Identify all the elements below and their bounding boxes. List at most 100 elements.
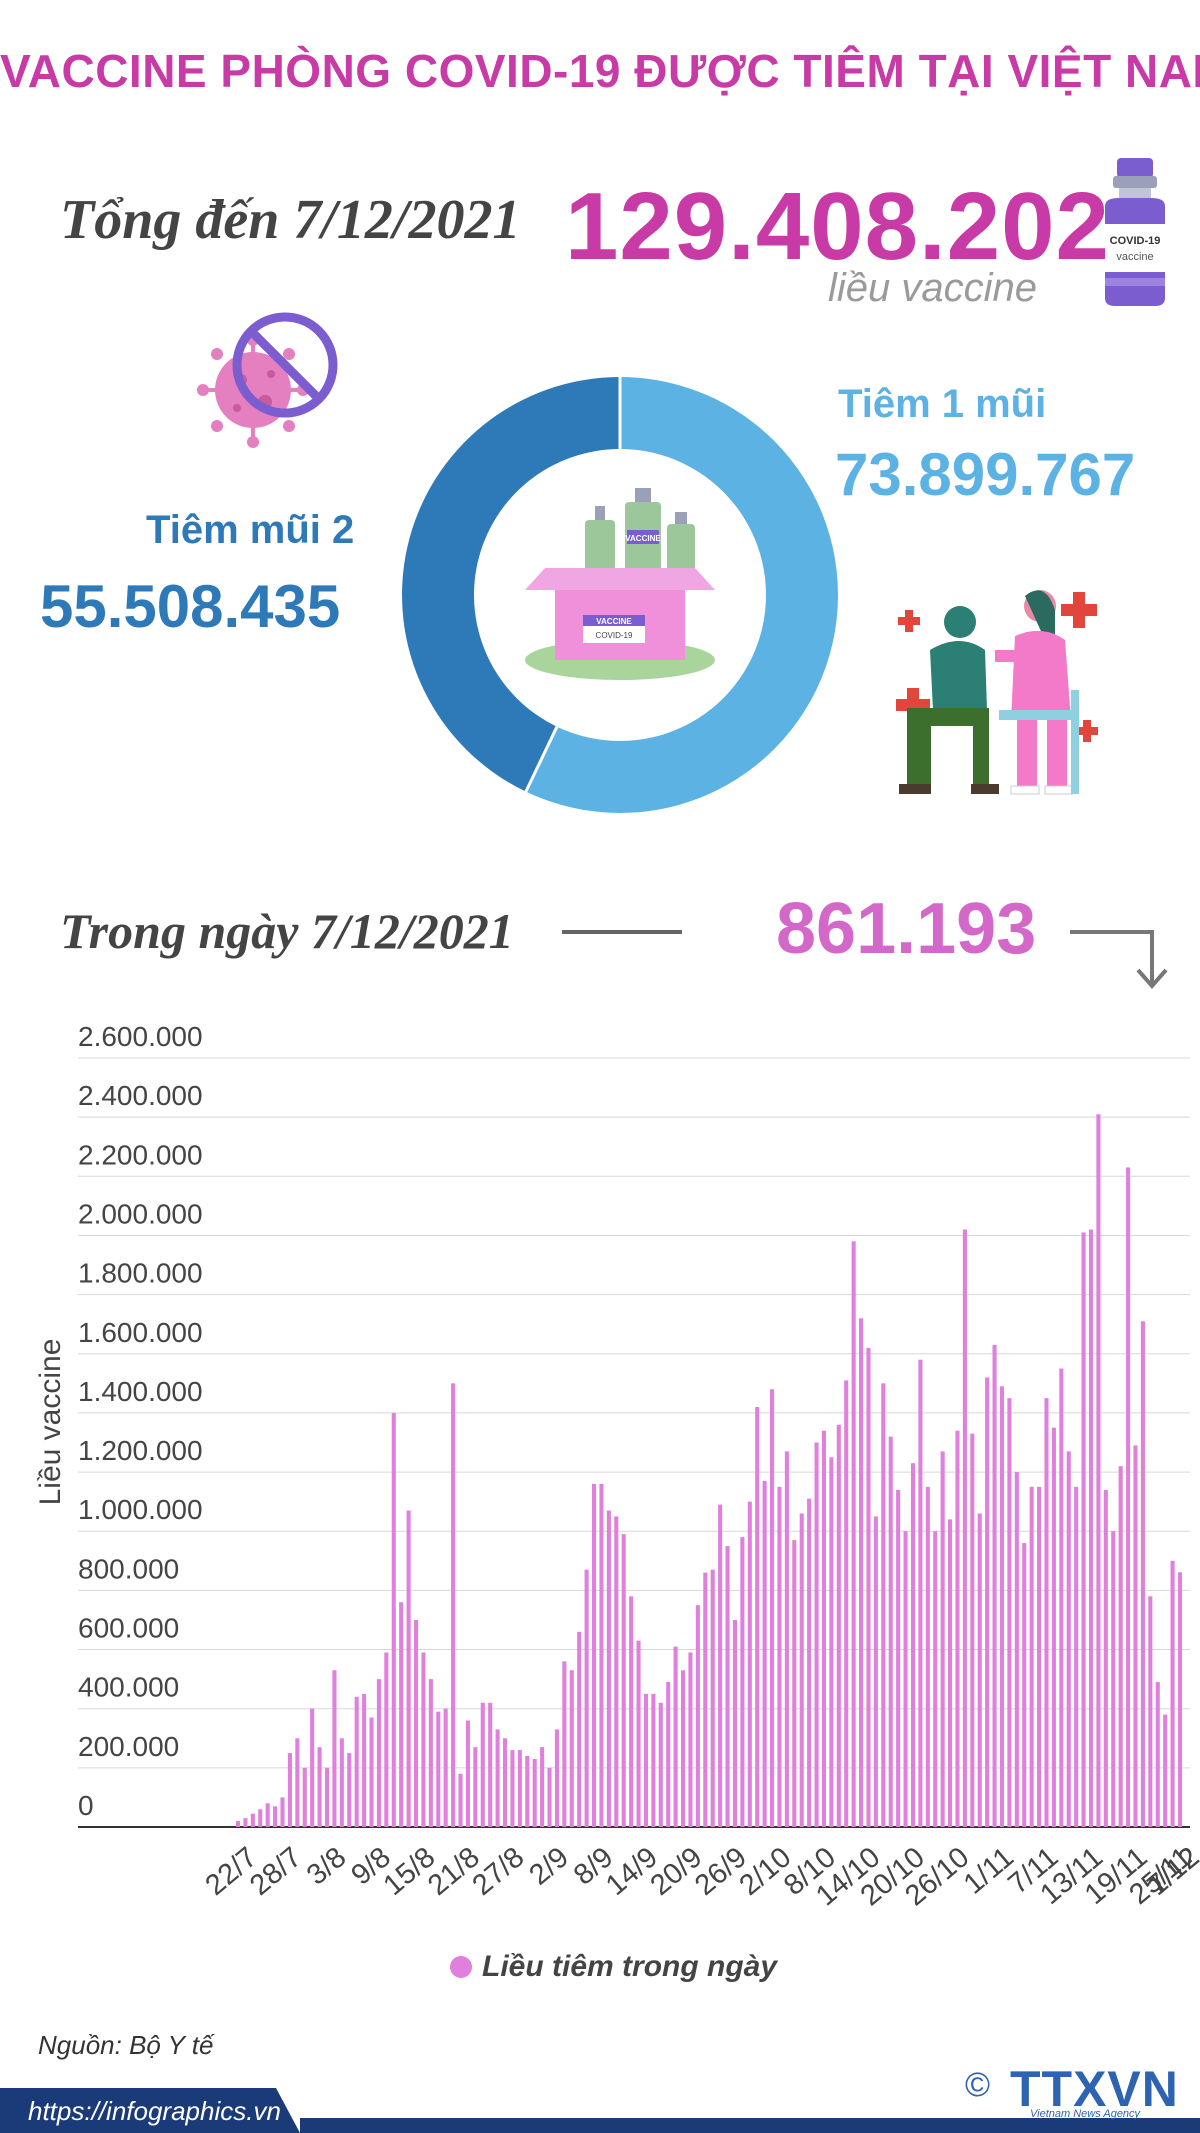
bar [859, 1318, 864, 1827]
bar [287, 1753, 292, 1827]
bar [695, 1605, 700, 1827]
y-tick-label: 0 [78, 1790, 94, 1821]
bar [962, 1229, 967, 1827]
bar [1103, 1489, 1108, 1827]
bar [1051, 1427, 1056, 1827]
vial-text: vaccine [1116, 251, 1153, 263]
bar [1096, 1114, 1101, 1827]
bar [1029, 1486, 1034, 1827]
bar [406, 1510, 411, 1827]
bar [770, 1389, 775, 1827]
bar [1140, 1321, 1145, 1827]
bar [933, 1531, 938, 1827]
y-tick-label: 600.000 [78, 1613, 179, 1644]
bar [480, 1702, 485, 1827]
vial-brand: COVID-19 [1110, 235, 1161, 247]
bar [577, 1631, 582, 1827]
bar [829, 1457, 834, 1827]
bar [532, 1758, 537, 1827]
bar [1081, 1232, 1086, 1827]
bar [317, 1747, 322, 1827]
bar [881, 1383, 886, 1827]
bar [250, 1813, 255, 1827]
bar [873, 1516, 878, 1827]
bar [235, 1821, 241, 1827]
footer-stripe [300, 2118, 1200, 2133]
bar [955, 1430, 960, 1827]
bar [784, 1451, 789, 1827]
bar [1111, 1531, 1116, 1827]
total-value: 129.408.202 [565, 173, 1110, 280]
bar [703, 1572, 708, 1827]
bar [666, 1682, 671, 1827]
bar [413, 1619, 419, 1827]
bar [324, 1767, 330, 1827]
bar [399, 1602, 404, 1827]
bar [451, 1383, 456, 1827]
x-tick-label: 27/8 [467, 1841, 531, 1902]
y-tick-label: 1.200.000 [78, 1435, 203, 1466]
y-tick-label: 2.200.000 [78, 1139, 203, 1170]
bar [1014, 1472, 1019, 1827]
bar [562, 1661, 567, 1827]
bar [369, 1717, 374, 1827]
bar [866, 1347, 871, 1827]
bar [495, 1729, 500, 1827]
bar [443, 1708, 448, 1827]
total-label: Tổng đến 7/12/2021 [60, 189, 521, 251]
bar [488, 1702, 493, 1827]
bar [1155, 1682, 1160, 1827]
bar [280, 1797, 285, 1827]
bar [1177, 1572, 1183, 1827]
bar [651, 1693, 656, 1827]
ttxvn-logo-subtitle: Vietnam News Agency [1030, 2108, 1141, 2120]
bar [1007, 1398, 1012, 1827]
y-axis-label: Liều vaccine [34, 1339, 67, 1506]
y-tick-label: 1.000.000 [78, 1494, 203, 1525]
box-label-2: COVID-19 [596, 631, 633, 640]
bar [762, 1480, 767, 1827]
bar [1170, 1560, 1175, 1827]
vaccine-box-illustration: VACCINE VACCINE COVID-19 [525, 488, 715, 680]
bar [740, 1537, 745, 1827]
bar [985, 1377, 990, 1827]
bar [844, 1380, 849, 1827]
bar [510, 1750, 515, 1827]
y-tick-label: 2.600.000 [78, 1021, 203, 1052]
bar [977, 1513, 982, 1827]
bar [421, 1652, 426, 1827]
ttxvn-logo: TTXVN [1010, 2061, 1179, 2117]
y-tick-label: 200.000 [78, 1731, 179, 1762]
bar [347, 1753, 352, 1827]
bar [1059, 1368, 1064, 1827]
total-unit: liều vaccine [828, 266, 1038, 310]
y-tick-label: 2.400.000 [78, 1080, 203, 1111]
bar [525, 1756, 530, 1827]
bar [339, 1738, 344, 1827]
bar [599, 1483, 604, 1827]
bar [614, 1516, 619, 1827]
bar [643, 1693, 648, 1827]
daily-label: Trong ngày 7/12/2021 [60, 903, 514, 959]
dose1-label: Tiêm 1 mũi [838, 382, 1047, 426]
dose-donut-chart: VACCINE VACCINE COVID-19 [402, 377, 839, 813]
bar [658, 1702, 663, 1827]
bar [925, 1486, 930, 1827]
box-vial-label: VACCINE [625, 534, 661, 543]
bar [436, 1711, 441, 1827]
bar [1133, 1445, 1138, 1827]
bar [629, 1596, 634, 1827]
bar [1126, 1167, 1131, 1827]
bar [799, 1513, 804, 1827]
footer-url-link[interactable]: https://infographics.vn [28, 2096, 281, 2126]
bar [569, 1670, 574, 1827]
bar [354, 1696, 359, 1827]
bar [755, 1407, 760, 1827]
bar [606, 1510, 611, 1827]
bar [1148, 1596, 1153, 1827]
x-tick-label: 3/8 [301, 1841, 352, 1891]
daily-doses-bar-chart: 0 200.000 400.000 600.000 800.000 1.000.000 1.… [34, 1021, 1200, 1912]
bar [814, 1442, 819, 1827]
bar [465, 1720, 470, 1827]
x-tick-label: 2/9 [523, 1841, 574, 1891]
